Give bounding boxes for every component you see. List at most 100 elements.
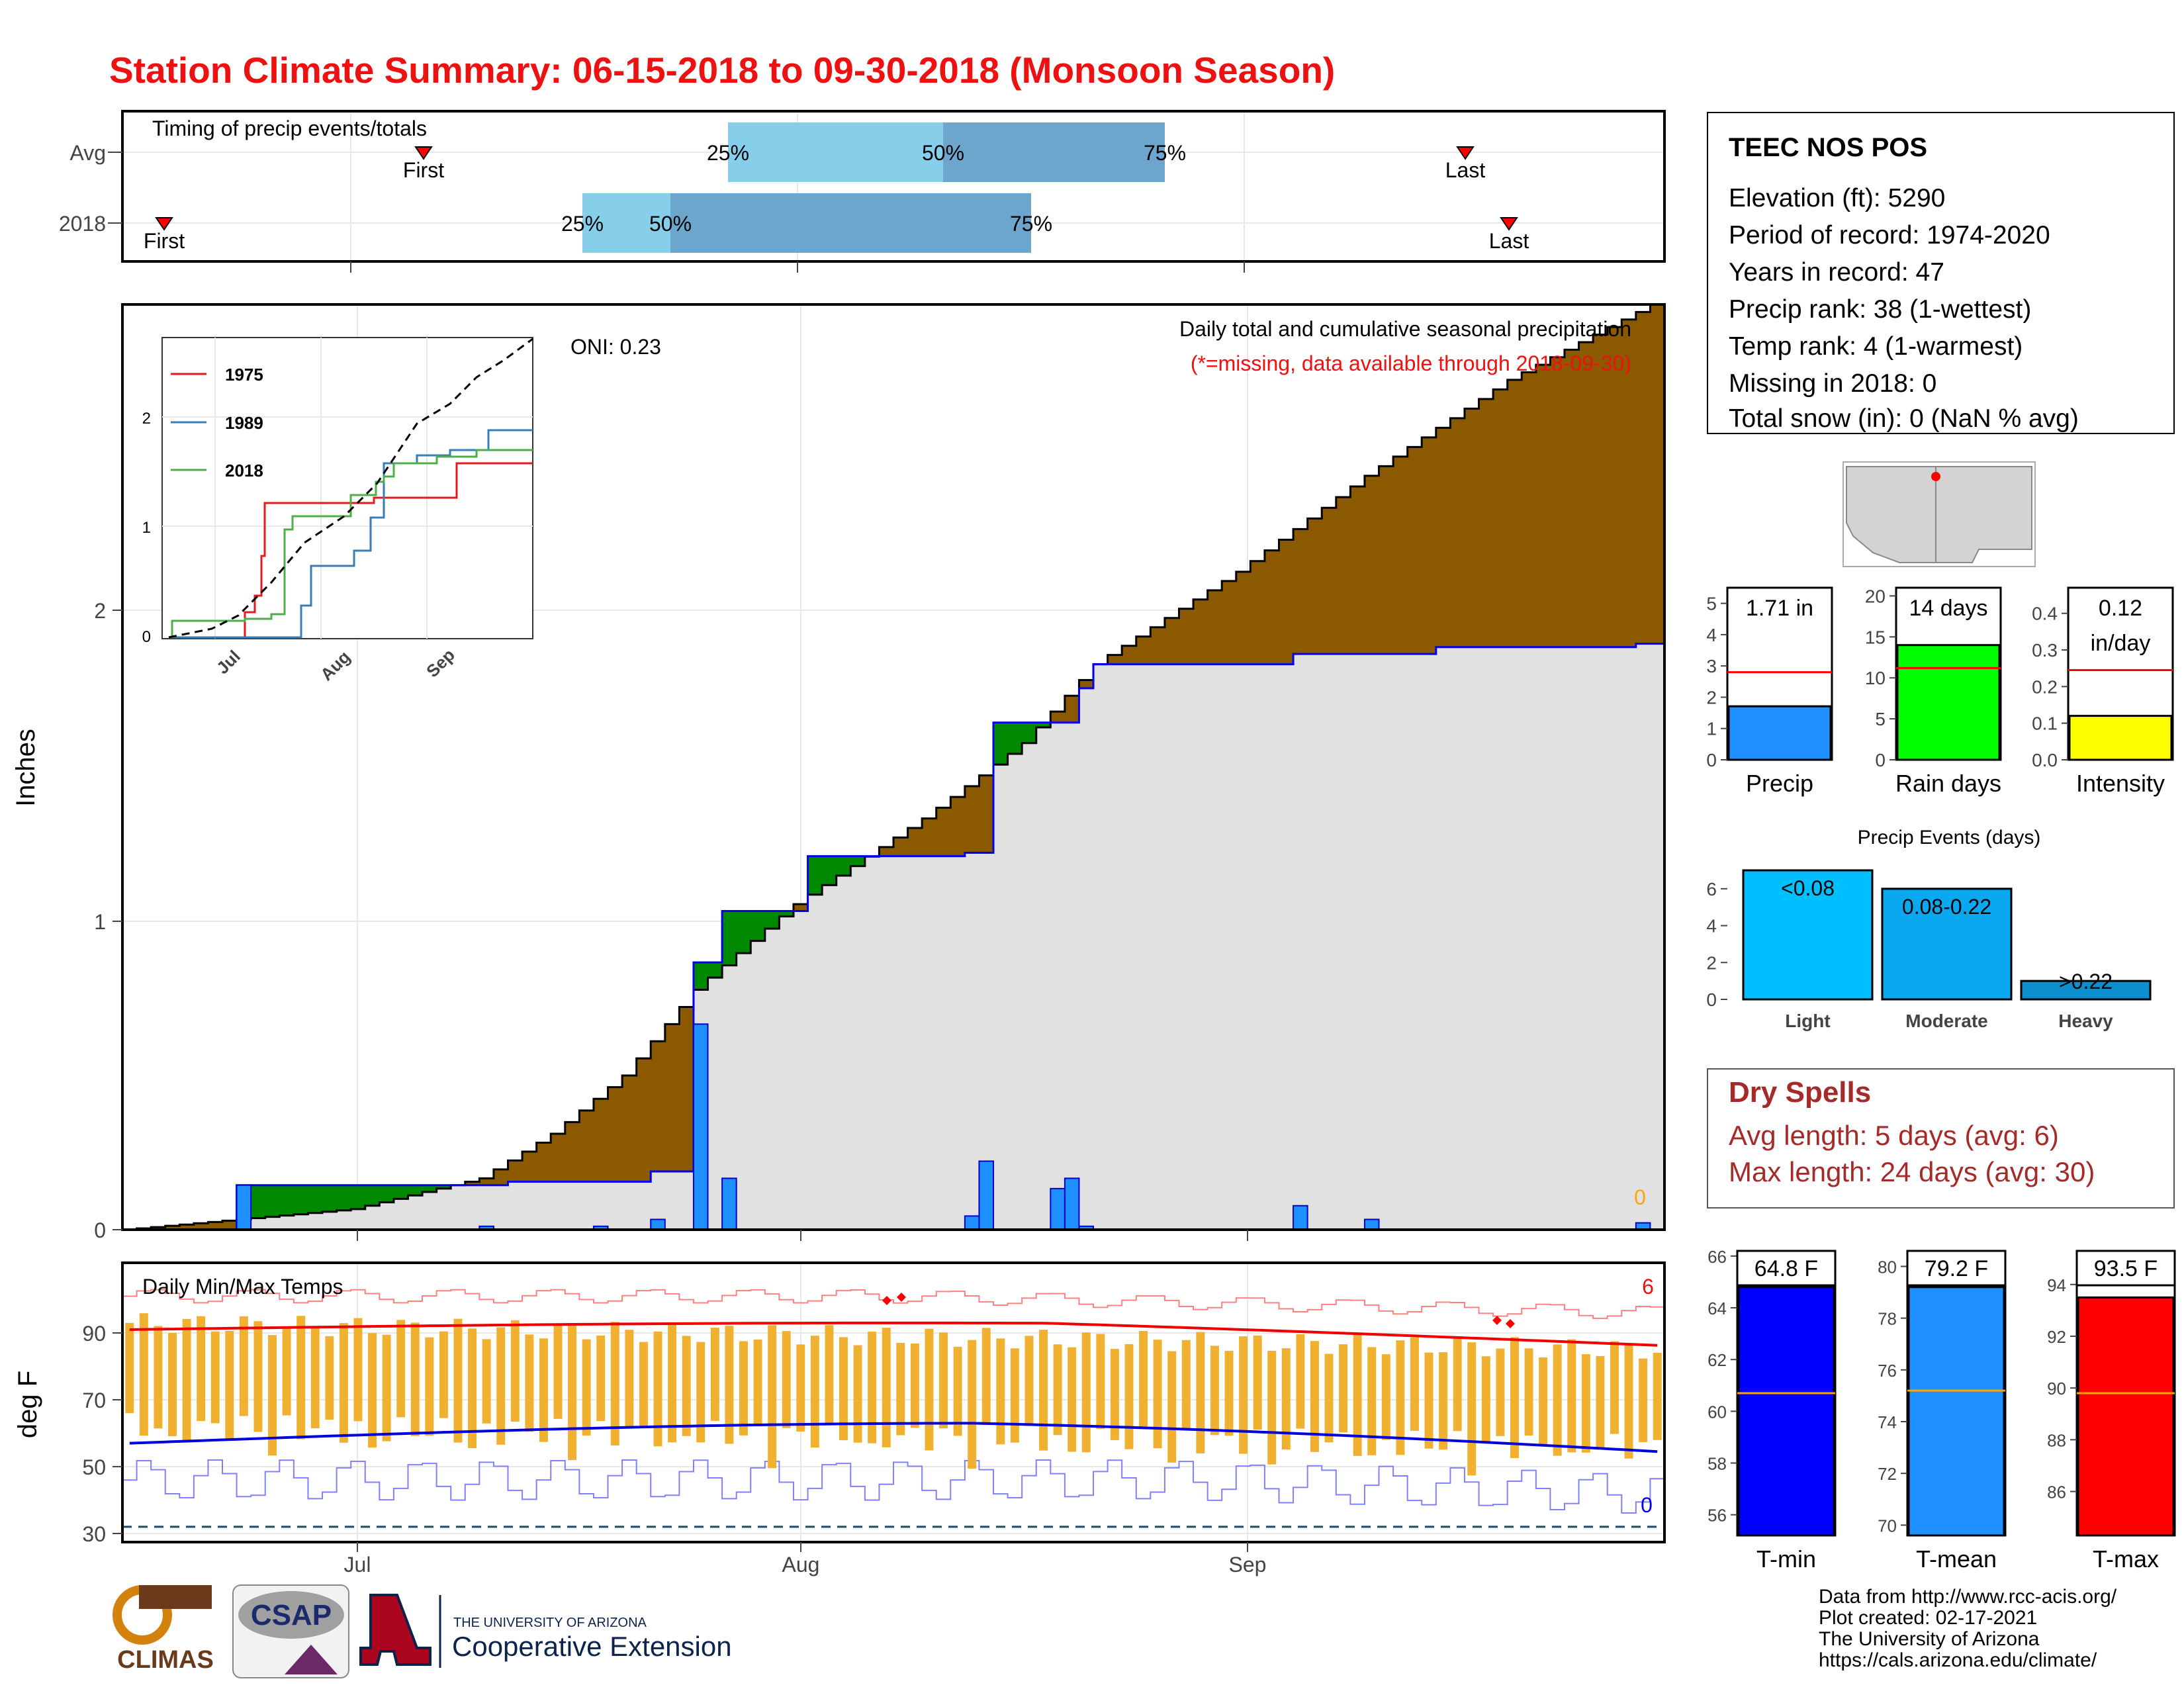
daily-temp-bar [1024, 1336, 1034, 1426]
precip-normal-excess-cell [165, 1226, 180, 1230]
avg-p75-label: 75% [1144, 141, 1186, 165]
footer-line-1: Data from http://www.rcc-acis.org/ [1819, 1586, 2117, 1608]
daily-temp-bar [1253, 1335, 1262, 1430]
daily-precip-bar [236, 1184, 252, 1230]
station-precip-rank: Precip rank: 38 (1-wettest) [1729, 295, 2031, 324]
mini-bar-1-tick-label: 20 [1865, 586, 1886, 606]
daily-temp-bar [496, 1327, 506, 1445]
csap-logo: CSAP [232, 1584, 349, 1678]
precip-ahead-cell [993, 722, 1009, 765]
precip-ahead-cell [736, 911, 751, 954]
precip-ahead-cell [836, 856, 851, 876]
temp-bar-0-tick-label: 60 [1707, 1402, 1727, 1422]
precip-normal-excess-cell [1064, 696, 1080, 723]
daily-precip-bar [1064, 1177, 1080, 1231]
daily-temp-bar [1410, 1337, 1419, 1431]
daily-temp-bar [368, 1333, 377, 1448]
daily-temp-bar [810, 1336, 819, 1448]
daily-temp-bar [1110, 1349, 1119, 1440]
x-tick-sep: Sep [1229, 1553, 1267, 1577]
mini-bar-2-tick-label: 0.4 [2032, 604, 2058, 624]
avg-p50-label: 50% [922, 141, 964, 165]
daily-temp-bar [582, 1339, 591, 1436]
daily-temp-bar [1324, 1353, 1334, 1443]
temp-bar-value-0: 64.8 F [1754, 1256, 1818, 1281]
events-tick-label: 4 [1706, 916, 1717, 937]
station-info-box: TEEC NOS POS Elevation (ft): 5290 Period… [1707, 112, 2175, 434]
precip-base-area [122, 643, 1664, 1230]
precip-normal-excess-cell [1107, 655, 1122, 664]
mini-bar-0-tick-label: 3 [1706, 656, 1717, 676]
daily-temp-bar [825, 1325, 834, 1424]
temp-bar-2-tick-label: 90 [2047, 1379, 2066, 1398]
daily-temp-bar [339, 1323, 348, 1443]
daily-temp-bar [1624, 1344, 1633, 1459]
daily-temp-bar [1553, 1344, 1562, 1456]
daily-temp-bar [639, 1342, 648, 1428]
daily-temp-bar [1524, 1348, 1533, 1436]
daily-temp-bar [225, 1330, 234, 1441]
daily-temp-bar [1339, 1344, 1348, 1433]
events-category-label: Moderate [1905, 1011, 1987, 1031]
inset-xtick-sep: Sep [422, 645, 459, 681]
mini-bar-2-label: Intensity [2076, 770, 2165, 797]
temp-ylabel: deg F [13, 1371, 42, 1438]
precip-normal-excess-cell [608, 1087, 623, 1182]
precip-normal-excess-cell [964, 786, 980, 853]
daily-temp-bar [853, 1345, 862, 1443]
daily-temp-bar [382, 1334, 391, 1441]
temp-bar-0-tick-label: 64 [1707, 1299, 1727, 1318]
timing-frame [121, 110, 1666, 263]
daily-temp-bar [696, 1342, 705, 1443]
mini-bars-layer: 0 1 2 3 4 5 Precip 1.71 in 0 5 10 15 20 Rain days 14 d… [1706, 586, 2174, 797]
precip-normal-excess-cell [893, 837, 909, 856]
daily-temp-bar [996, 1338, 1005, 1445]
daily-temp-bar [168, 1333, 177, 1437]
mini-bar-value-2: 0.12 [2099, 596, 2142, 621]
precip-ahead-cell [807, 856, 823, 895]
daily-temp-bar [981, 1328, 991, 1425]
station-elevation: Elevation (ft): 5290 [1729, 184, 1945, 212]
record-high-marker [1492, 1316, 1502, 1325]
daily-temp-bar [539, 1338, 548, 1442]
events-bar-light [1742, 869, 1874, 1001]
precip-normal-excess-cell [179, 1224, 195, 1230]
oni-label: ONI: 0.23 [570, 335, 661, 359]
daily-temp-bar [968, 1340, 977, 1469]
temp-bar-0-tick-label: 58 [1707, 1454, 1727, 1474]
daily-temp-bar [1539, 1357, 1548, 1445]
precip-normal-excess-cell [1450, 418, 1465, 647]
timing-panel: Timing of precip events/totals Avg 2018 … [59, 110, 1666, 273]
precip-normal-excess-cell [1136, 636, 1151, 664]
daily-temp-bar [939, 1332, 948, 1429]
precip-ahead-cell [707, 962, 723, 978]
precip-normal-excess-cell [651, 1041, 666, 1171]
precip-normal-excess-cell [193, 1223, 209, 1230]
events-bar-heavy [2020, 980, 2152, 1001]
mini-bar-0-label: Precip [1746, 770, 1813, 797]
daily-temp-bar [1653, 1352, 1662, 1440]
temp-bar-0-tick-label: 56 [1707, 1506, 1727, 1526]
station-temp-rank: Temp rank: 4 (1-warmest) [1729, 332, 2023, 361]
precip-ahead-cell [779, 911, 794, 917]
precip-normal-excess-cell [1479, 398, 1494, 647]
daily-temp-bar [396, 1320, 406, 1418]
precip-events-bars: 0 2 4 6 <0.08 Light 0.08-0.22 Moderate >0.22 Heav… [1706, 869, 2152, 1031]
inset-legend-2018: 2018 [225, 461, 263, 480]
precip-normal-excess-cell [1393, 456, 1408, 655]
daily-temp-bar [725, 1326, 734, 1444]
csap-logo-text: CSAP [251, 1599, 332, 1631]
timing-markers [155, 146, 1518, 231]
daily-temp-bar [1610, 1341, 1619, 1434]
mini-bar-0-tick-label: 5 [1706, 594, 1717, 614]
precip-normal-excess-cell [1193, 599, 1208, 664]
footer-line-3: The University of Arizona [1819, 1628, 2040, 1650]
missing-note: (*=missing, data available through 2018-… [1191, 351, 1631, 375]
average-high-line [129, 1321, 1658, 1347]
precip-normal-excess-cell [208, 1222, 223, 1230]
temp-bar-1-tick-label: 78 [1878, 1309, 1897, 1329]
inset-line-average [168, 338, 533, 639]
mini-bar-2-tick-label: 0.1 [2032, 713, 2058, 734]
daily-temp-bar [682, 1336, 691, 1436]
mini-bar-value-0: 1.71 in [1746, 596, 1813, 621]
